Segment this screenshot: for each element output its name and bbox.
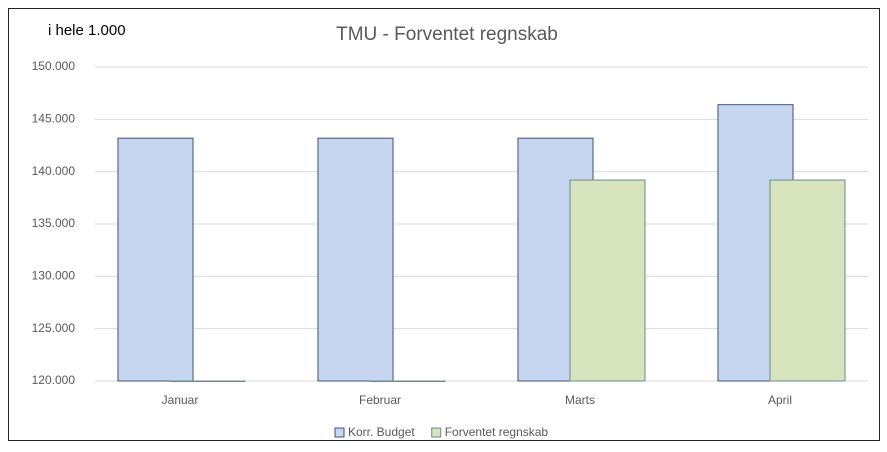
x-tick-label: Februar [359,393,401,407]
bar [169,380,246,382]
legend-swatch [431,427,442,438]
y-tick-label: 150.000 [32,59,76,73]
y-tick-label: 130.000 [32,269,76,283]
annotation: i hele 1.000 [48,22,126,39]
bar [369,380,446,382]
legend-swatch [334,427,345,438]
legend-label: Forventet regnskab [445,425,549,439]
y-tick-label: 140.000 [32,164,76,178]
bar [117,137,194,382]
legend-label: Korr. Budget [348,425,415,439]
bar [317,137,394,382]
bar [569,179,646,382]
bar [769,179,846,382]
y-tick-label: 135.000 [32,216,76,230]
x-tick-label: April [768,393,792,407]
y-tick-label: 125.000 [32,321,76,335]
chart-title: TMU - Forventet regnskab [336,24,558,45]
y-tick-label: 145.000 [32,112,76,126]
x-tick-label: Januar [162,393,199,407]
x-tick-label: Marts [565,393,595,407]
y-tick-label: 120.000 [32,373,76,387]
